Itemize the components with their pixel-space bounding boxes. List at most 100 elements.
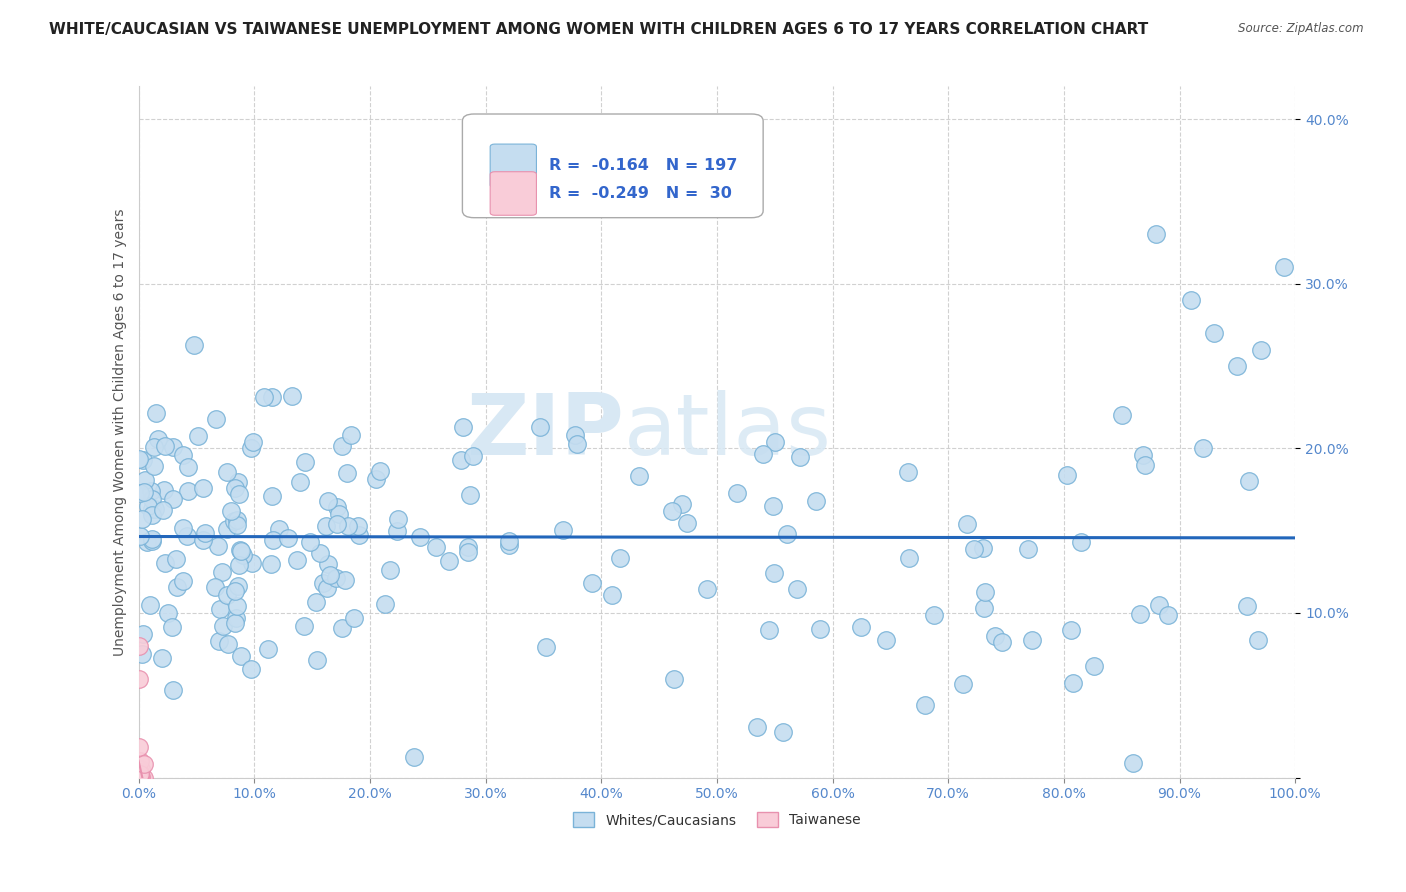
Point	[155, 556, 177, 570]
Point	[425, 540, 447, 554]
Point	[128, 766, 150, 780]
Text: ZIP: ZIP	[467, 391, 624, 474]
Point	[627, 469, 650, 483]
Point	[129, 771, 152, 785]
Point	[166, 580, 188, 594]
Point	[1272, 260, 1295, 275]
Point	[217, 637, 239, 651]
Point	[129, 763, 152, 777]
Point	[752, 446, 775, 460]
Point	[139, 483, 162, 498]
Point	[437, 554, 460, 568]
Point	[1144, 227, 1167, 242]
Point	[136, 499, 159, 513]
FancyBboxPatch shape	[463, 114, 763, 218]
Point	[316, 581, 339, 595]
Point	[128, 767, 150, 781]
Point	[457, 545, 479, 559]
Point	[129, 771, 152, 785]
Point	[263, 533, 285, 548]
Point	[671, 497, 693, 511]
Point	[325, 571, 347, 585]
Point	[1180, 293, 1202, 308]
Point	[763, 566, 786, 580]
Point	[131, 770, 153, 784]
Point	[457, 540, 479, 554]
Point	[1083, 658, 1105, 673]
Point	[145, 406, 167, 420]
Point	[131, 452, 153, 467]
Point	[347, 528, 370, 542]
Point	[207, 539, 229, 553]
Point	[128, 739, 150, 754]
Point	[1204, 326, 1226, 341]
Point	[204, 580, 226, 594]
Point	[952, 676, 974, 690]
Point	[378, 564, 401, 578]
Point	[298, 535, 321, 549]
Point	[177, 483, 200, 498]
Point	[1226, 359, 1249, 373]
Point	[564, 427, 586, 442]
Point	[897, 551, 920, 566]
Point	[762, 499, 785, 513]
Point	[269, 522, 291, 536]
Point	[128, 770, 150, 784]
Point	[370, 464, 392, 478]
Point	[131, 647, 153, 661]
Point	[141, 532, 163, 546]
Point	[215, 465, 238, 479]
Point	[150, 651, 173, 665]
Point	[208, 602, 231, 616]
Point	[609, 550, 631, 565]
Point	[1191, 442, 1213, 456]
Point	[307, 653, 329, 667]
Point	[1059, 623, 1081, 637]
Point	[228, 579, 250, 593]
Point	[1056, 467, 1078, 482]
Point	[162, 441, 184, 455]
Point	[851, 620, 873, 634]
Point	[211, 618, 233, 632]
Point	[142, 440, 165, 454]
Point	[172, 574, 194, 588]
Point	[215, 522, 238, 536]
Point	[132, 484, 155, 499]
Point	[141, 501, 163, 516]
Point	[157, 607, 180, 621]
Point	[128, 639, 150, 653]
Point	[973, 601, 995, 615]
Point	[226, 599, 249, 613]
Point	[1236, 599, 1258, 613]
FancyBboxPatch shape	[491, 172, 537, 215]
Point	[1021, 633, 1043, 648]
Point	[1062, 676, 1084, 690]
Point	[143, 458, 166, 473]
Point	[128, 755, 150, 769]
Point	[143, 502, 166, 516]
Point	[176, 529, 198, 543]
Point	[191, 482, 214, 496]
Point	[808, 622, 831, 636]
FancyBboxPatch shape	[491, 145, 537, 187]
Point	[205, 411, 228, 425]
Point	[260, 489, 283, 503]
Point	[132, 627, 155, 641]
Text: R =  -0.164   N = 197: R = -0.164 N = 197	[550, 159, 738, 173]
Point	[194, 525, 217, 540]
Point	[128, 765, 150, 780]
Point	[294, 455, 316, 469]
Point	[336, 467, 359, 481]
Point	[128, 770, 150, 784]
Point	[897, 466, 920, 480]
Point	[224, 583, 246, 598]
Point	[404, 749, 426, 764]
Point	[240, 556, 263, 570]
Point	[231, 648, 253, 663]
Text: atlas: atlas	[624, 391, 832, 474]
Point	[153, 439, 176, 453]
Point	[325, 517, 347, 532]
Point	[134, 473, 156, 487]
Point	[309, 546, 332, 560]
Point	[228, 543, 250, 558]
